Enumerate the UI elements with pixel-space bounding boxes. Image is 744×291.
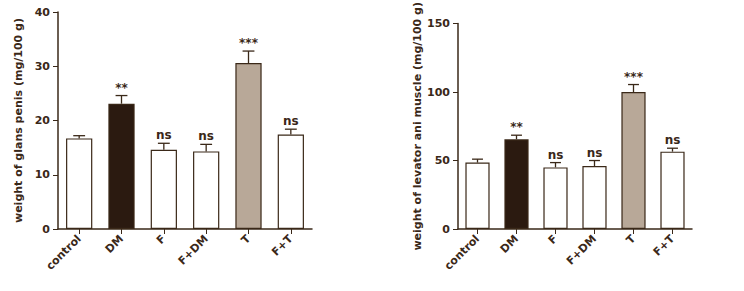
svg-text:ns: ns [198, 129, 214, 143]
svg-text:control: control [44, 232, 84, 272]
svg-text:F+T: F+T [269, 232, 296, 259]
svg-text:30: 30 [35, 60, 51, 73]
svg-text:***: *** [624, 70, 644, 84]
svg-text:F+DM: F+DM [564, 232, 599, 267]
svg-text:F+T: F+T [651, 232, 678, 259]
svg-text:10: 10 [35, 168, 51, 181]
svg-text:ns: ns [548, 148, 564, 162]
svg-text:ns: ns [587, 146, 603, 160]
svg-text:ns: ns [283, 114, 299, 128]
svg-text:F: F [154, 232, 169, 247]
svg-text:**: ** [510, 120, 523, 134]
svg-text:T: T [239, 232, 254, 247]
svg-text:F+DM: F+DM [176, 232, 211, 267]
svg-text:**: ** [115, 81, 128, 95]
svg-text:F: F [546, 232, 561, 247]
svg-text:ns: ns [665, 133, 681, 147]
svg-text:0: 0 [42, 223, 50, 236]
svg-text:***: *** [239, 36, 259, 50]
svg-text:50: 50 [435, 154, 451, 167]
svg-text:weight of glans penis (mg/100: weight of glans penis (mg/100 g) [12, 18, 25, 223]
svg-text:control: control [442, 232, 482, 272]
svg-text:ns: ns [156, 128, 172, 142]
svg-text:T: T [624, 232, 639, 247]
svg-text:150: 150 [427, 17, 450, 30]
svg-text:weight of levator ani muscle (: weight of levator ani muscle (mg/100 g) [411, 2, 424, 251]
svg-text:20: 20 [35, 114, 51, 127]
svg-text:DM: DM [103, 232, 126, 255]
svg-text:40: 40 [35, 6, 51, 19]
svg-text:0: 0 [442, 223, 450, 236]
svg-text:DM: DM [498, 232, 521, 255]
svg-text:100: 100 [427, 86, 450, 99]
